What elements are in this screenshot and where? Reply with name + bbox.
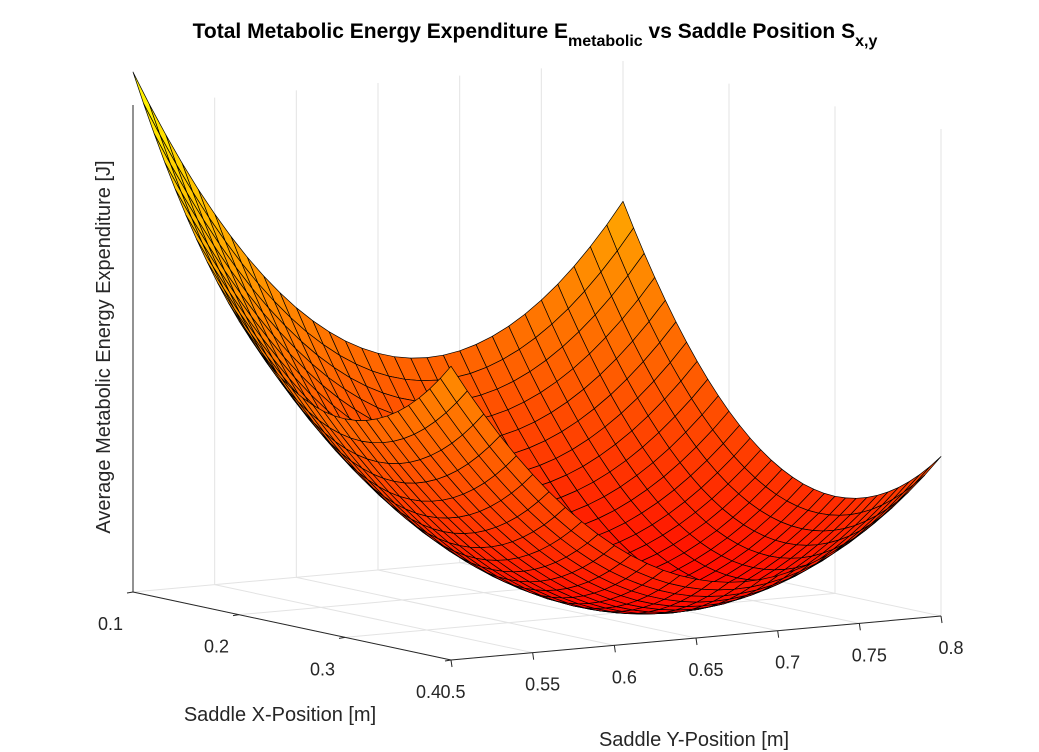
- chart-title: Total Metabolic Energy Expenditure Emeta…: [193, 20, 878, 50]
- title-middle: vs Saddle Position S: [643, 20, 855, 43]
- x-tick-label: 0.2: [204, 637, 229, 657]
- surface-face: [913, 456, 942, 485]
- surface-mesh: [132, 71, 942, 615]
- surface-face: [132, 71, 161, 136]
- y-tick-mark: [777, 630, 780, 638]
- x-tick-labels: 0.1 0.2 0.3 0.4: [98, 614, 441, 702]
- y-tick-label: 0.5: [440, 682, 465, 702]
- x-tick-label: 0.4: [416, 682, 441, 702]
- y-tick-label: 0.65: [688, 660, 723, 680]
- x-tick-label: 0.3: [310, 659, 335, 679]
- y-tick-mark: [450, 659, 453, 668]
- floor-grid-line: [296, 576, 615, 646]
- floor-grid-line: [344, 592, 836, 638]
- y-tick-label: 0.7: [775, 653, 800, 673]
- y-tick-label: 0.55: [525, 675, 560, 695]
- surface-face: [440, 365, 468, 403]
- y-tick-label: 0.8: [938, 638, 963, 658]
- x-axis-label: Saddle X-Position [m]: [184, 704, 376, 726]
- y-tick-mark: [858, 623, 861, 631]
- x-tick-label: 0.1: [98, 614, 123, 634]
- y-tick-mark: [532, 652, 535, 660]
- y-tick-label: 0.75: [852, 645, 887, 665]
- y-tick-labels: 0.5 0.55 0.6 0.65 0.7 0.75 0.8: [440, 638, 963, 702]
- x-tick-mark: [444, 659, 452, 662]
- y-axis-label: Saddle Y-Position [m]: [599, 729, 789, 751]
- surface-face: [903, 465, 931, 493]
- y-tick-mark: [695, 637, 698, 646]
- y-tick-label: 0.6: [612, 667, 637, 687]
- z-axis-label: Average Metabolic Energy Expenditure [J]: [93, 160, 115, 533]
- floor-grid-line: [377, 569, 697, 639]
- surface-face: [143, 103, 171, 165]
- title-subscript-metabolic: metabolic: [568, 33, 643, 50]
- x-tick-mark: [126, 591, 134, 594]
- x-tick-mark: [232, 614, 240, 617]
- floor-grid-line: [214, 584, 533, 654]
- y-tick-mark: [940, 615, 943, 624]
- y-tick-mark: [613, 645, 616, 653]
- title-main: Total Metabolic Energy Expenditure E: [193, 20, 568, 43]
- title-subscript-xy: x,y: [855, 33, 877, 50]
- x-axis-line: [132, 591, 452, 661]
- x-tick-mark: [338, 636, 346, 639]
- surface-face: [892, 474, 921, 500]
